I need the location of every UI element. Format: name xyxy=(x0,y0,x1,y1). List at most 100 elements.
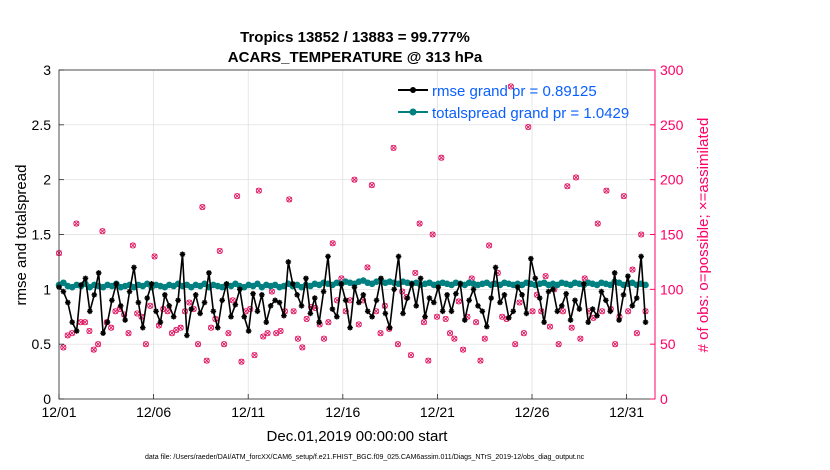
rmse-point xyxy=(501,292,508,298)
rmse-dot-marker xyxy=(493,265,498,269)
rmse-dot-marker xyxy=(595,314,599,318)
x-axis: 12/01 12/06 12/11 12/16 12/21 12/26 12/31 xyxy=(41,394,644,420)
rmse-dot-marker xyxy=(542,320,546,324)
rmse-dot-marker xyxy=(480,309,484,313)
y2-axis-label: # of obs: o=possible; ×=assimilated xyxy=(695,118,712,353)
obs-assimilated-marker xyxy=(256,187,262,194)
rmse-dot-marker xyxy=(445,293,449,297)
obs-assimilated-marker xyxy=(612,341,618,347)
chart-title: Tropics 13852 / 13883 = 99.777% xyxy=(240,29,470,46)
rmse-point xyxy=(523,310,530,317)
obs-assimilated-marker xyxy=(555,341,562,347)
rmse-point xyxy=(87,308,93,315)
rmse-point xyxy=(431,299,437,306)
rmse-dot-marker xyxy=(123,318,127,322)
rmse-point xyxy=(576,306,583,312)
rmse-dot-marker xyxy=(282,314,286,318)
obs-possible-marker xyxy=(68,330,76,337)
rmse-point xyxy=(404,295,411,301)
obs-point xyxy=(320,335,328,342)
obs-point xyxy=(229,297,236,304)
obs-point xyxy=(555,341,562,348)
legend-spread-label: totalspread grand pr = 1.0429 xyxy=(432,105,629,122)
obs-point xyxy=(529,308,536,315)
obs-assimilated-marker xyxy=(512,341,518,347)
obs-point xyxy=(568,324,575,331)
obs-possible-marker xyxy=(177,324,184,331)
rmse-dot-marker xyxy=(511,309,515,313)
rmse-point xyxy=(413,302,420,309)
rmse-dot-marker xyxy=(458,282,462,286)
obs-assimilated-marker xyxy=(447,330,453,336)
rmse-dot-marker xyxy=(141,326,145,330)
obs-point xyxy=(473,319,480,326)
obs-point xyxy=(581,275,588,282)
rmse-dot-marker xyxy=(463,318,467,322)
obs-assimilated-marker xyxy=(290,308,297,314)
obs-possible-marker xyxy=(455,298,462,305)
obs-assimilated-marker xyxy=(425,357,432,364)
rmse-dot-marker xyxy=(617,318,621,322)
rmse-dot-marker xyxy=(591,307,595,311)
obs-assimilated-marker xyxy=(130,242,136,249)
rmse-point xyxy=(250,290,256,297)
obs-assimilated-marker xyxy=(147,303,153,309)
obs-point xyxy=(407,352,414,359)
obs-possible-marker xyxy=(620,193,627,200)
obs-assimilated-marker xyxy=(482,335,488,342)
rmse-dot-marker xyxy=(401,311,405,316)
obs-assimilated-marker xyxy=(238,358,245,365)
x-tick-label: 12/26 xyxy=(514,404,549,420)
rmse-dot-marker xyxy=(370,315,374,319)
obs-possible-marker xyxy=(299,344,306,351)
rmse-point xyxy=(311,295,318,301)
obs-assimilated-marker xyxy=(455,298,462,305)
rmse-dot-marker xyxy=(366,309,370,313)
rmse-point xyxy=(470,286,477,293)
obs-assimilated-marker xyxy=(369,182,375,188)
obs-point xyxy=(82,319,89,326)
rmse-dot-marker xyxy=(471,287,476,291)
obs-assimilated-marker xyxy=(95,341,101,347)
rmse-point xyxy=(188,306,195,312)
obs-point xyxy=(203,357,210,364)
rmse-dot-marker xyxy=(643,320,648,324)
rmse-point xyxy=(536,295,543,301)
obs-possible-marker xyxy=(377,330,384,337)
rmse-point xyxy=(492,264,499,271)
obs-assimilated-marker xyxy=(143,341,149,347)
y-tick-label: 3 xyxy=(43,62,51,78)
rmse-point xyxy=(148,281,155,287)
rmse-point xyxy=(585,319,592,326)
obs-assimilated-marker xyxy=(251,352,258,358)
rmse-point xyxy=(488,295,494,301)
rmse-point xyxy=(580,281,587,287)
rmse-point xyxy=(334,313,340,320)
rmse-dot-marker xyxy=(449,309,454,313)
rmse-point xyxy=(228,313,234,320)
rmse-dot-marker xyxy=(516,285,520,289)
y-tick-label: 2.5 xyxy=(32,117,52,133)
obs-point xyxy=(108,324,115,331)
rmse-point xyxy=(616,317,622,323)
obs-assimilated-marker xyxy=(230,297,236,304)
obs-possible-marker xyxy=(186,299,193,306)
obs-assimilated-marker xyxy=(164,308,171,314)
rmse-dot-marker xyxy=(476,304,480,308)
obs-assimilated-marker xyxy=(286,196,292,203)
rmse-point xyxy=(179,251,186,258)
rmse-dot-marker xyxy=(224,282,229,286)
rmse-dot-marker xyxy=(286,260,290,264)
obs-point xyxy=(416,220,423,227)
obs-assimilated-marker xyxy=(621,193,627,199)
rmse-dot-marker xyxy=(233,303,238,307)
rmse-point xyxy=(444,292,450,298)
rmse-dot-marker xyxy=(524,311,529,316)
obs-point xyxy=(520,330,527,337)
rmse-point xyxy=(409,281,415,287)
rmse-dot-marker xyxy=(489,296,493,300)
obs-point xyxy=(260,333,267,340)
obs-assimilated-marker xyxy=(542,273,549,279)
obs-point xyxy=(542,273,549,280)
obs-point xyxy=(73,220,80,227)
